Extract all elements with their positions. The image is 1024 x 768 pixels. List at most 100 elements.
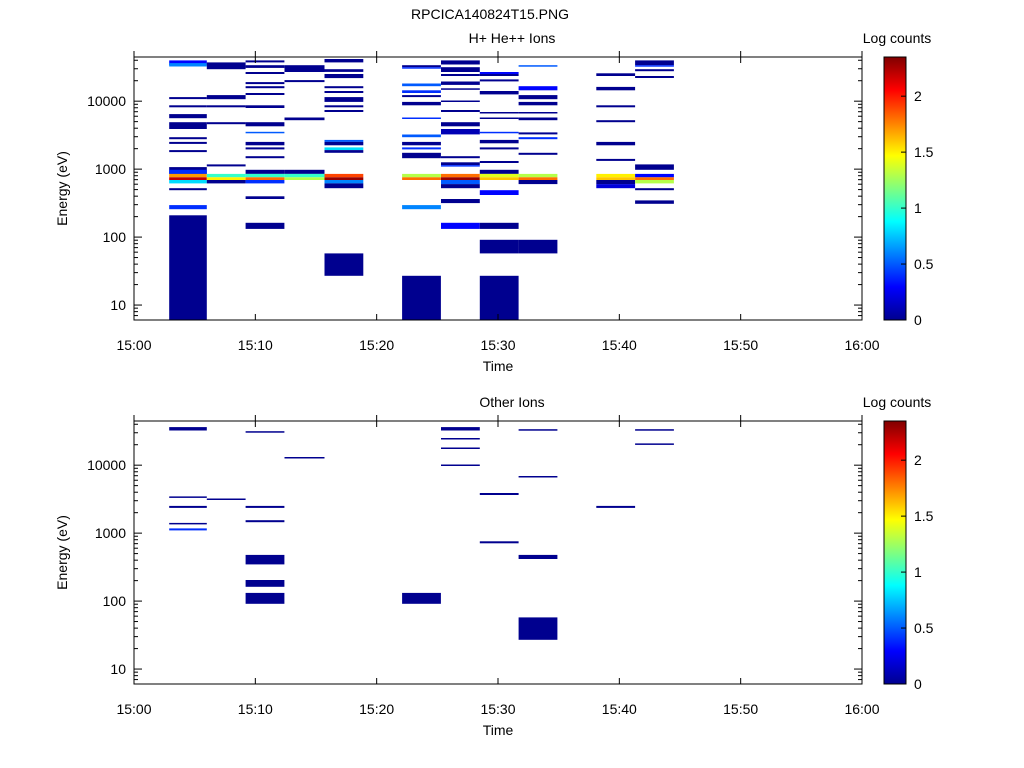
heatmap-cell [324, 180, 364, 184]
heatmap-cell [441, 427, 480, 431]
heatmap-cell [596, 86, 636, 91]
colorbar-tick-label: 0 [914, 676, 922, 692]
heatmap-cell [245, 60, 285, 63]
heatmap-cell [169, 215, 207, 320]
heatmap-cell [402, 147, 441, 150]
figure-title: RPCICA140824T15.PNG [411, 6, 569, 22]
heatmap-cell [206, 177, 246, 180]
heatmap-cell [245, 93, 285, 95]
colorbar-tick-label: 2 [914, 452, 922, 468]
heatmap-cell [479, 173, 519, 178]
heatmap-cell [441, 81, 480, 85]
heatmap-cell [324, 74, 364, 79]
heatmap-cell [402, 141, 441, 146]
heatmap-cell [169, 60, 207, 66]
heatmap-cell [324, 86, 364, 89]
panel-title: H+ He++ Ions [469, 30, 556, 46]
heatmap-cell [479, 239, 519, 254]
heatmap-cell [441, 129, 480, 135]
heatmap-cell [169, 180, 207, 184]
heatmap-cell [169, 188, 207, 191]
y-tick-label: 10000 [87, 457, 126, 473]
heatmap-cell [206, 62, 246, 70]
colorbar-tick-label: 0.5 [914, 256, 934, 272]
y-tick-label: 10 [110, 661, 126, 677]
heatmap-cell [518, 86, 558, 91]
heatmap-cell [245, 82, 285, 85]
heatmap-cell [402, 65, 441, 68]
panel-other-ions: Other Ions 15:00 15:10 15:20 15:30 15:40 15:50… [54, 394, 934, 738]
heatmap-cell [324, 105, 364, 108]
heatmap-cell [245, 72, 285, 74]
heatmap-cell [441, 464, 480, 466]
heatmap-cell [324, 150, 364, 153]
heatmap-cell [245, 222, 285, 229]
heatmap-cell [169, 177, 207, 180]
heatmap-cell [245, 156, 285, 159]
heatmap-cell [441, 165, 480, 167]
heatmap-cell [518, 177, 558, 180]
heatmap-cell [284, 169, 325, 174]
x-axis-label: Time [483, 358, 514, 374]
heatmap-cell [402, 275, 441, 320]
heatmap-cell [206, 180, 246, 184]
heatmap-cell [596, 184, 636, 189]
heatmap-cell [245, 122, 285, 127]
heatmap-cell [635, 69, 674, 72]
heatmap-cell [518, 429, 558, 431]
heatmap-cell [245, 169, 285, 174]
heatmap-cell [324, 69, 364, 72]
heatmap-cell [518, 617, 558, 640]
heatmap-cell [635, 65, 674, 67]
heatmap-cell [518, 95, 558, 100]
colorbar-tick-label: 2 [914, 88, 922, 104]
heatmap-cell [402, 67, 441, 69]
heatmap-cell [479, 72, 519, 74]
y-tick-label: 10 [110, 297, 126, 313]
heatmap-cell [324, 147, 364, 151]
colorbar-label: Log counts [863, 30, 932, 46]
heatmap-cell [441, 438, 480, 440]
heatmap-cell [518, 65, 558, 67]
heatmap-cell [324, 91, 364, 93]
y-tick-label: 10000 [87, 93, 126, 109]
heatmap-cell [441, 447, 480, 449]
x-tick-label: 16:00 [844, 337, 879, 353]
heatmap-cell [596, 105, 636, 108]
x-tick-label: 15:10 [238, 337, 273, 353]
heatmap-cell [245, 180, 285, 184]
heatmap-cell [402, 83, 441, 87]
heatmap-cell [245, 86, 285, 89]
colorbar-label: Log counts [863, 394, 932, 410]
heatmap-cell [596, 173, 636, 178]
heatmap-cell [284, 177, 325, 180]
x-tick-label: 15:30 [480, 701, 515, 717]
heatmap-cell [245, 592, 285, 604]
colorbar-tick-label: 0 [914, 312, 922, 328]
heatmap-cell [284, 80, 325, 83]
heatmap-cell [169, 169, 207, 174]
colorbar [883, 420, 907, 685]
heatmap-cell [518, 101, 558, 106]
heatmap-cell [169, 97, 207, 100]
heatmap-cell [169, 150, 207, 153]
y-tick-label: 1000 [95, 525, 126, 541]
x-tick-label: 15:40 [602, 337, 637, 353]
heatmap-cell [479, 91, 519, 95]
heatmap-cell [324, 173, 364, 178]
heatmap-cell [596, 505, 636, 508]
heatmap-cell [635, 200, 674, 204]
heatmap-cell [596, 120, 636, 123]
heatmap-cell [206, 164, 246, 167]
heatmap-cell [206, 122, 246, 125]
heatmap-cell [479, 79, 519, 82]
heatmap-cell [479, 493, 519, 495]
x-tick-label: 15:50 [723, 701, 758, 717]
heatmap-cell [441, 222, 480, 229]
heatmap-cell [635, 76, 674, 78]
heatmap-cell [479, 74, 519, 76]
heatmap-cell [479, 147, 519, 150]
y-tick-label: 100 [103, 593, 127, 609]
panel-title: Other Ions [479, 394, 544, 410]
heatmap-cell [635, 177, 674, 180]
